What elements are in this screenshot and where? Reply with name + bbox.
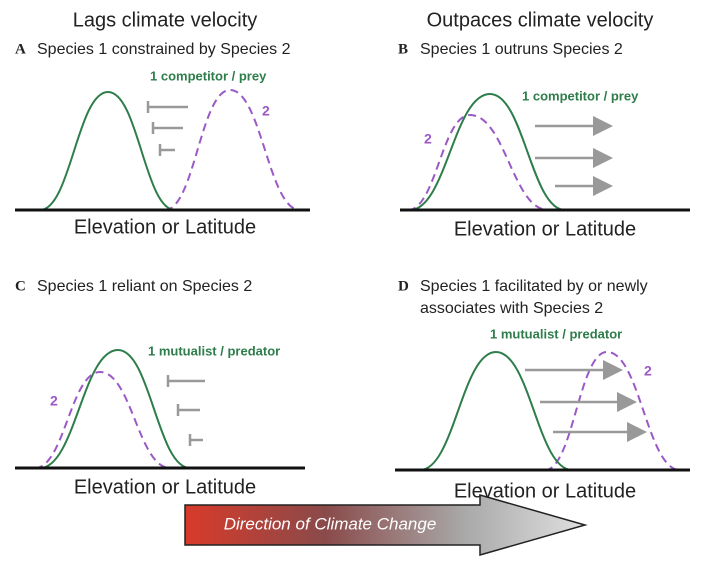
panel-title: Species 1 outruns Species 2 [420,41,623,58]
species-1-curve [39,348,191,469]
species-1-curve [419,350,573,471]
species-2-label: 2 [644,363,652,379]
axis-label: Elevation or Latitude [74,216,256,238]
arrow-label: Direction of Climate Change [224,514,437,533]
column-header: Outpaces climate velocity [427,9,654,31]
arrow-shape [184,494,588,556]
species-1-curve [39,90,176,211]
panel-letter: A [15,41,26,57]
axis-label: Elevation or Latitude [454,480,636,502]
species-1-label: 1 competitor / prey [522,88,639,103]
species-2-label: 2 [50,393,58,409]
panel-title: Species 1 facilitated by or newly [420,278,648,295]
panel-title: Species 1 reliant on Species 2 [37,278,252,295]
species-1-curve [409,92,566,211]
species-2-curve [407,113,549,211]
species-2-curve [34,370,171,469]
species-2-label: 2 [424,131,432,147]
column-header: Lags climate velocity [73,9,258,31]
species-2-curve [164,88,301,211]
climate-arrow: Direction of Climate Change [184,494,588,556]
panel-title: Species 1 constrained by Species 2 [37,41,291,58]
panel-letter: C [15,278,26,294]
species-1-label: 1 mutualist / predator [490,326,622,341]
panel-title: associates with Species 2 [420,300,603,317]
species-2-label: 2 [262,103,270,119]
species-1-label: 1 competitor / prey [150,68,267,83]
axis-label: Elevation or Latitude [454,218,636,240]
species-1-label: 1 mutualist / predator [148,343,280,358]
panel-letter: D [398,278,409,294]
panel-letter: B [398,41,408,57]
axis-label: Elevation or Latitude [74,476,256,498]
